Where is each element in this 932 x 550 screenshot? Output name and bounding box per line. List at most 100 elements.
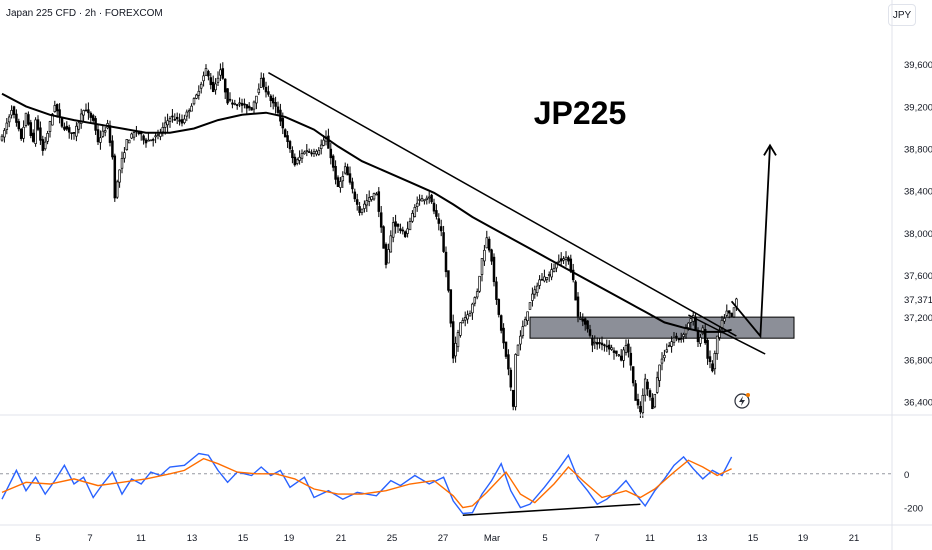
candle-body xyxy=(161,127,165,133)
candle-body xyxy=(408,221,412,231)
price-pane[interactable] xyxy=(0,62,795,418)
candle-body xyxy=(423,199,426,202)
candle-body xyxy=(651,397,654,409)
candle-body xyxy=(312,151,316,154)
candle-body xyxy=(432,202,436,212)
oscillator-series-fast xyxy=(1,452,733,515)
candle-body xyxy=(521,326,525,337)
candle-body xyxy=(430,194,433,203)
candle-body xyxy=(511,389,515,407)
moving-average-line xyxy=(1,92,732,333)
candle-body xyxy=(27,114,30,125)
candle-body xyxy=(622,349,625,361)
candle-body xyxy=(480,258,484,275)
candle-body xyxy=(619,355,623,361)
candle-body xyxy=(591,337,594,346)
candle-body xyxy=(113,155,117,199)
candle-body xyxy=(175,116,179,120)
candle-body xyxy=(723,318,726,322)
candle-body xyxy=(48,121,52,132)
candle-body xyxy=(288,141,292,150)
candle-body xyxy=(574,281,577,301)
candle-body xyxy=(547,274,551,276)
candle-body xyxy=(653,393,657,408)
candle-body xyxy=(394,221,397,227)
badge-bolt xyxy=(739,396,745,406)
candle-body xyxy=(178,119,181,122)
candle-body xyxy=(502,327,505,344)
candle-body xyxy=(533,289,537,295)
candle-body xyxy=(576,296,580,317)
candle-body xyxy=(72,132,76,134)
candle-body xyxy=(111,140,114,158)
candle-body xyxy=(713,353,717,370)
candle-body xyxy=(730,312,733,317)
candle-body xyxy=(221,68,225,79)
candle-body xyxy=(185,111,189,117)
candle-body xyxy=(641,395,645,414)
price-tick-label: 37,200 xyxy=(904,313,932,324)
symbol-title: Japan 225 CFD · 2h · FOREXCOM xyxy=(6,8,163,19)
divergence-line xyxy=(462,503,641,516)
candle-body xyxy=(103,130,107,133)
candle-body xyxy=(197,90,201,96)
time-tick-label: 13 xyxy=(697,533,708,544)
oscillator-pane[interactable] xyxy=(0,452,892,516)
candle-body xyxy=(471,303,474,314)
time-tick-label: 19 xyxy=(284,533,295,544)
candle-body xyxy=(267,91,270,95)
candle-body xyxy=(605,345,609,348)
candle-body xyxy=(375,193,378,196)
candle-body xyxy=(667,345,671,348)
candle-body xyxy=(173,118,177,121)
candle-body xyxy=(353,191,357,200)
candle-body xyxy=(264,86,268,93)
candle-body xyxy=(519,335,522,345)
candle-body xyxy=(31,132,35,142)
candle-body xyxy=(190,105,193,112)
price-tick-label: 38,000 xyxy=(904,229,932,240)
candle-body xyxy=(355,199,359,205)
candle-body xyxy=(706,340,709,359)
candle-body xyxy=(240,102,244,106)
candle-body xyxy=(341,176,345,182)
candle-body xyxy=(252,101,256,110)
candle-body xyxy=(209,77,213,86)
candle-body xyxy=(245,104,249,109)
candle-body xyxy=(583,318,587,325)
candle-body xyxy=(271,97,275,104)
candle-body xyxy=(34,119,37,145)
candle-body xyxy=(115,181,119,198)
candle-body xyxy=(387,249,390,264)
candle-body xyxy=(17,121,21,130)
candle-body xyxy=(327,135,330,149)
candle-body xyxy=(567,257,570,262)
candle-body xyxy=(250,107,253,111)
candle-body xyxy=(99,137,102,143)
candle-body xyxy=(670,341,673,347)
candle-body xyxy=(725,310,729,316)
candle-body xyxy=(437,218,441,224)
currency-button[interactable]: JPY xyxy=(888,4,916,26)
candle-body xyxy=(120,158,124,169)
candle-body xyxy=(346,166,349,176)
candle-body xyxy=(687,322,690,328)
candle-body xyxy=(108,125,112,143)
candle-body xyxy=(655,377,659,393)
candle-body xyxy=(454,342,457,357)
time-tick-label: 27 xyxy=(438,533,449,544)
candle-body xyxy=(603,344,606,347)
candle-body xyxy=(372,193,376,200)
time-tick-label: 7 xyxy=(594,533,599,544)
price-tick-label: 39,200 xyxy=(904,102,932,113)
candle-body xyxy=(291,149,294,159)
candle-body xyxy=(211,81,215,93)
candle-body xyxy=(545,277,549,281)
candle-body xyxy=(41,139,45,151)
candle-body xyxy=(180,119,184,124)
candle-body xyxy=(456,332,460,348)
candle-body xyxy=(199,83,203,89)
candle-body xyxy=(569,258,573,272)
candle-body xyxy=(732,307,736,318)
